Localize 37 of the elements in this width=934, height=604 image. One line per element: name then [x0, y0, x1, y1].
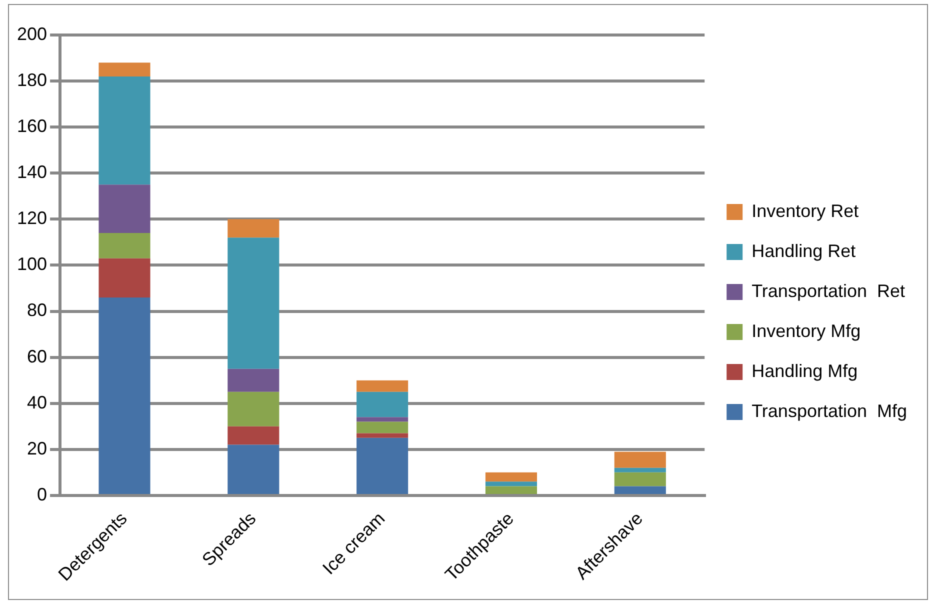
- y-tick-label: 40: [27, 392, 48, 412]
- bar: [356, 380, 408, 392]
- bar: [98, 232, 150, 258]
- bar: [228, 219, 280, 238]
- legend-label: Handling Mfg: [752, 360, 858, 381]
- bar: [485, 472, 538, 482]
- y-tick-label: 120: [16, 208, 48, 228]
- bar: [98, 76, 150, 185]
- y-tick-label: 180: [16, 70, 48, 90]
- y-tick-label: 60: [27, 346, 48, 366]
- bar: [356, 392, 408, 418]
- bar: [614, 468, 666, 472]
- bar: [614, 472, 666, 486]
- y-tick-label: 160: [16, 116, 48, 136]
- bar: [98, 62, 150, 76]
- y-tick-label: 200: [16, 24, 48, 44]
- y-tick-label: 80: [27, 300, 48, 320]
- legend-label: Inventory Ret: [752, 200, 859, 221]
- legend-label: Transportation Ret: [752, 280, 906, 301]
- bar: [356, 433, 408, 438]
- legend-label: Inventory Mfg: [752, 320, 861, 341]
- bar: [228, 238, 280, 369]
- bar: [228, 368, 280, 392]
- bar: [228, 392, 280, 426]
- bar: [485, 482, 538, 486]
- bar: [228, 426, 280, 445]
- y-tick-label: 0: [37, 484, 48, 504]
- y-tick-label: 140: [16, 162, 48, 182]
- bar: [356, 417, 408, 422]
- bar: [614, 452, 666, 468]
- y-tick-label: 100: [16, 254, 48, 274]
- bar: [356, 422, 408, 434]
- y-tick-label: 20: [27, 438, 48, 458]
- bar: [98, 258, 150, 298]
- legend-label: Handling Ret: [752, 240, 856, 261]
- legend-label: Transportation Mfg: [752, 400, 908, 421]
- bar: [98, 184, 150, 233]
